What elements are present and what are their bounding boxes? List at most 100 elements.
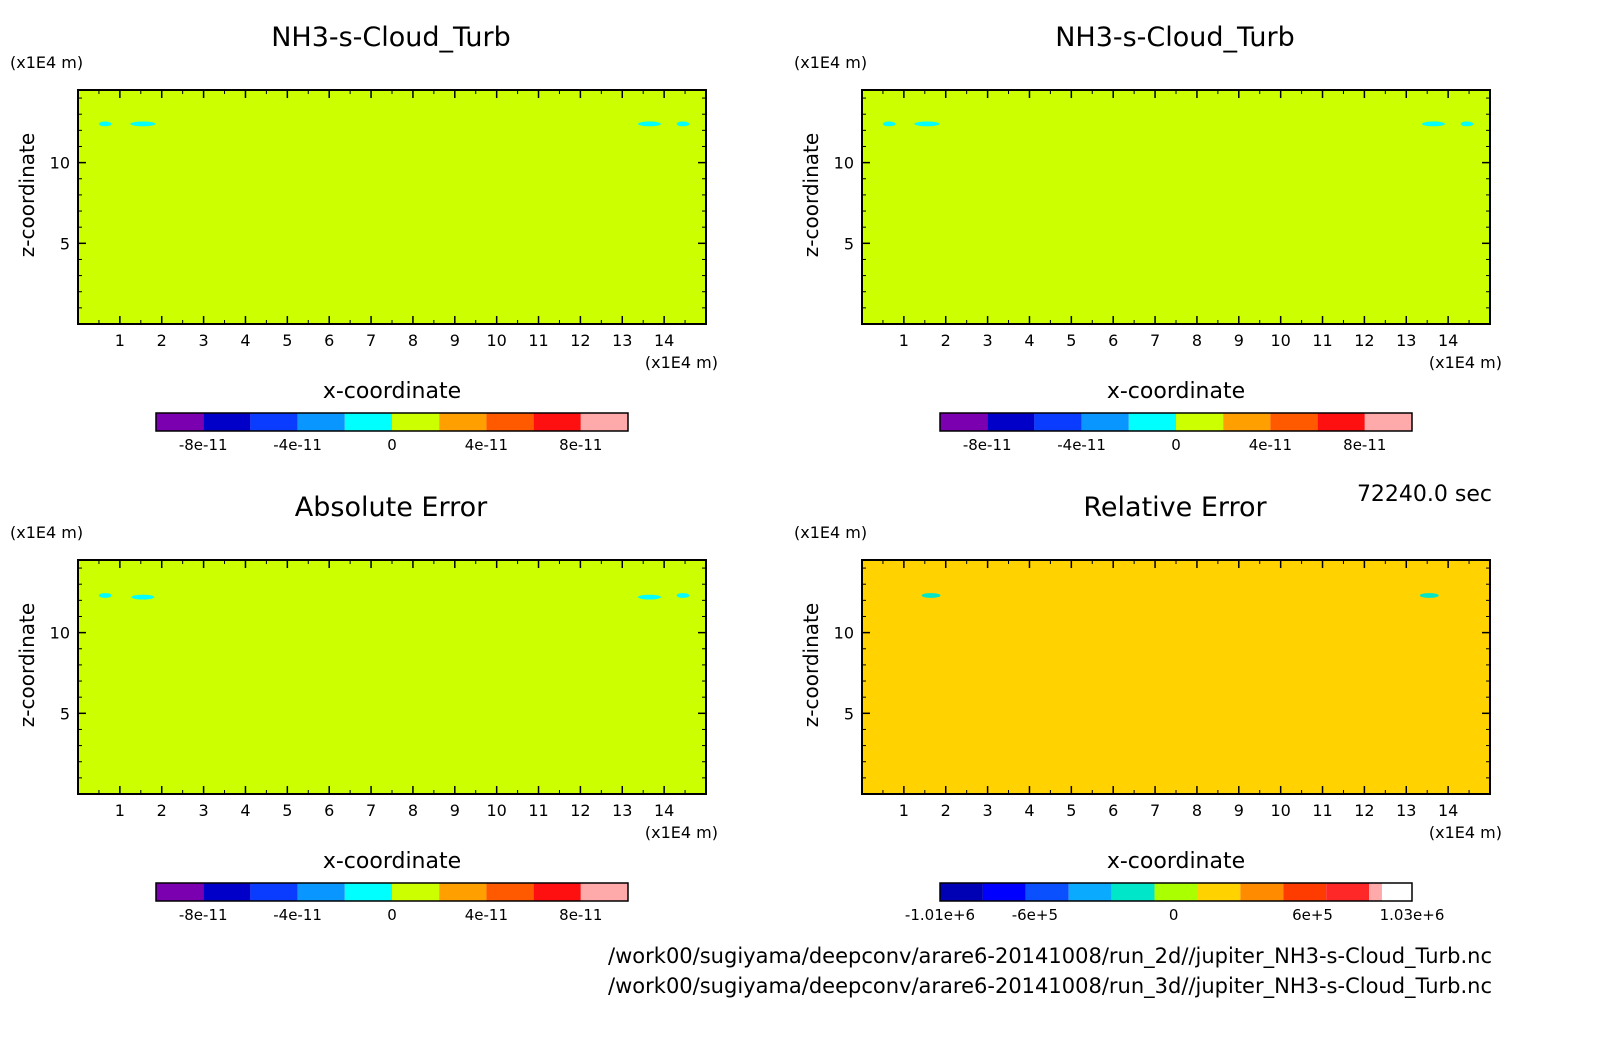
colorbar-tick-label: 4e-11 xyxy=(465,436,508,454)
x-tick-label: 4 xyxy=(1024,801,1034,820)
contour-feature-2 xyxy=(131,594,155,600)
colorbar-segment xyxy=(203,883,251,901)
x-tick-label: 7 xyxy=(1150,801,1160,820)
y-tick-label: 5 xyxy=(60,704,70,723)
colorbar-segment xyxy=(987,413,1035,431)
x-tick-label: 14 xyxy=(654,801,674,820)
y-unit-label: (x1E4 m) xyxy=(794,53,867,72)
x-tick-label: 10 xyxy=(1270,331,1290,350)
heatmap-field xyxy=(78,560,706,794)
colorbar-segment xyxy=(1068,883,1112,901)
y-unit-label: (x1E4 m) xyxy=(10,53,83,72)
x-tick-label: 6 xyxy=(1108,801,1118,820)
y-tick-label: 10 xyxy=(50,154,70,173)
x-tick-label: 3 xyxy=(199,801,209,820)
x-tick-label: 4 xyxy=(1024,331,1034,350)
x-tick-label: 13 xyxy=(1396,801,1416,820)
x-tick-label: 7 xyxy=(1150,331,1160,350)
x-tick-label: 14 xyxy=(654,331,674,350)
colorbar-segment xyxy=(1154,883,1198,901)
y-tick-label: 5 xyxy=(60,234,70,253)
panel-1: NH3-s-Cloud_Turb(x1E4 m)1 2 3 4 5 6 7 8 9 10 11 12 1… xyxy=(10,22,718,454)
colorbar-segment xyxy=(1034,413,1082,431)
panel-title: NH3-s-Cloud_Turb xyxy=(271,22,511,53)
x-unit-label: (x1E4 m) xyxy=(1429,353,1502,372)
colorbar-tick-label: 0 xyxy=(1171,436,1181,454)
colorbar-segment xyxy=(1223,413,1271,431)
x-tick-label: 5 xyxy=(282,331,292,350)
heatmap-field xyxy=(862,90,1490,324)
panel-2: NH3-s-Cloud_Turb(x1E4 m)1 2 3 4 5 6 7 8 9 10 11 12 1… xyxy=(794,22,1502,454)
colorbar-segment xyxy=(533,413,581,431)
y-axis-label: z-coordinate xyxy=(799,603,823,727)
x-tick-label: 6 xyxy=(324,331,334,350)
contour-feature-3 xyxy=(637,594,661,600)
colorbar-tick-label: 1.03e+6 xyxy=(1380,906,1445,924)
x-tick-label: 9 xyxy=(1234,331,1244,350)
colorbar-segment xyxy=(982,883,1026,901)
colorbar-segment xyxy=(486,883,534,901)
y-axis-label: z-coordinate xyxy=(799,133,823,257)
colorbar-tick-label: 0 xyxy=(1169,906,1179,924)
panel-title: Relative Error xyxy=(1083,492,1267,523)
contour-feature-2 xyxy=(1419,593,1439,598)
heatmap-field xyxy=(862,560,1490,794)
colorbar-tick-label: 0 xyxy=(387,436,397,454)
colorbar-frame xyxy=(939,412,1413,432)
panel-title: Absolute Error xyxy=(295,492,488,523)
x-unit-label: (x1E4 m) xyxy=(645,353,718,372)
y-unit-label: (x1E4 m) xyxy=(10,523,83,542)
colorbar-segment xyxy=(1111,883,1155,901)
x-axis-label: x-coordinate xyxy=(1107,379,1245,404)
x-tick-label: 13 xyxy=(612,331,632,350)
colorbar-segment xyxy=(439,413,487,431)
x-tick-label: 3 xyxy=(199,331,209,350)
panel-3: Absolute Error(x1E4 m)1 2 3 4 5 6 7 8 9 10 11 12 13 1… xyxy=(10,492,718,924)
colorbar-segment xyxy=(344,413,392,431)
x-tick-label: 4 xyxy=(240,331,250,350)
x-tick-label: 12 xyxy=(570,331,590,350)
colorbar-tick-label: 4e-11 xyxy=(1249,436,1292,454)
x-tick-label: 5 xyxy=(1066,331,1076,350)
x-tick-label: 13 xyxy=(1396,331,1416,350)
colorbar-segment xyxy=(580,883,628,901)
panel-title: NH3-s-Cloud_Turb xyxy=(1055,22,1295,53)
x-tick-label: 8 xyxy=(408,331,418,350)
contour-feature-3 xyxy=(637,121,661,127)
colorbar-tick-label: -4e-11 xyxy=(1057,436,1106,454)
colorbar-tick-label: 0 xyxy=(387,906,397,924)
colorbar-segment xyxy=(250,883,298,901)
x-tick-label: 7 xyxy=(366,801,376,820)
colorbar-frame xyxy=(939,882,1413,902)
x-tick-label: 8 xyxy=(1192,331,1202,350)
x-tick-label: 9 xyxy=(450,801,460,820)
colorbar-segment xyxy=(1176,413,1224,431)
x-tick-label: 5 xyxy=(1066,801,1076,820)
y-tick-label: 10 xyxy=(834,154,854,173)
colorbar-tick-label: 8e-11 xyxy=(1343,436,1386,454)
colorbar-tick-label: 8e-11 xyxy=(559,436,602,454)
time-label: 72240.0 sec xyxy=(1356,482,1492,507)
colorbar-segment xyxy=(1197,883,1241,901)
y-axis-label: z-coordinate xyxy=(15,133,39,257)
colorbar: -8e-11 -4e-11 0 4e-11 8e-11 xyxy=(939,412,1413,454)
x-unit-label: (x1E4 m) xyxy=(645,823,718,842)
file-path-2d: /work00/sugiyama/deepconv/arare6-2014100… xyxy=(608,944,1492,968)
colorbar: -8e-11 -4e-11 0 4e-11 8e-11 xyxy=(155,412,629,454)
y-tick-label: 10 xyxy=(50,624,70,643)
colorbar-segment xyxy=(1326,883,1370,901)
colorbar-segment xyxy=(940,413,988,431)
colorbar-tick-label: 4e-11 xyxy=(465,906,508,924)
x-tick-label: 6 xyxy=(324,801,334,820)
x-axis-label: x-coordinate xyxy=(323,379,461,404)
x-tick-label: 12 xyxy=(1354,331,1374,350)
colorbar-segment xyxy=(486,413,534,431)
x-unit-label: (x1E4 m) xyxy=(1429,823,1502,842)
x-tick-label: 1 xyxy=(899,801,909,820)
colorbar-tick-label: -4e-11 xyxy=(273,436,322,454)
colorbar-segment xyxy=(1283,883,1327,901)
colorbar-segment xyxy=(940,883,983,901)
x-tick-label: 8 xyxy=(408,801,418,820)
colorbar-segment xyxy=(203,413,251,431)
colorbar-segment xyxy=(1369,883,1382,901)
